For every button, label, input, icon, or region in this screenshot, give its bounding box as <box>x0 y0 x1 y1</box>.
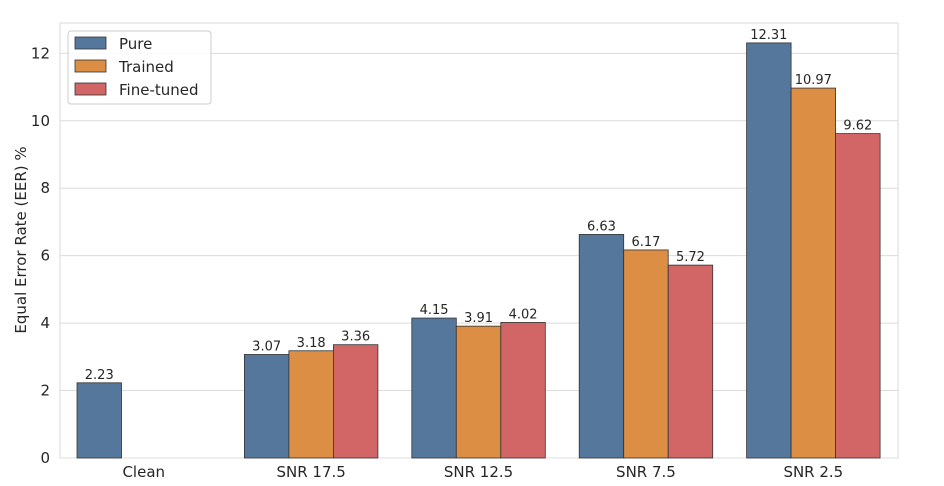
bar-fine-tuned <box>332 344 379 459</box>
data-labels: 2.23 3.07 3.18 3.36 4.15 3.91 4.02 6.63 6.17 5.72… <box>85 28 873 383</box>
legend: Pure Trained Fine-tuned <box>67 30 212 105</box>
x-axis-ticks: Clean SNR 17.5 SNR 12.5 SNR 7.5 SNR 2.5 <box>122 463 843 481</box>
legend-swatch <box>74 82 107 96</box>
bar-trained <box>623 249 669 459</box>
bar-fine-tuned <box>500 322 546 459</box>
bar-pure <box>578 234 625 459</box>
bar-fine-tuned <box>667 264 714 459</box>
data-label: 4.15 <box>420 303 449 318</box>
y-tick-label: 12 <box>31 44 50 62</box>
x-tick-label: SNR 17.5 <box>276 463 345 481</box>
y-axis-label: Equal Error Rate (EER) % <box>12 146 30 333</box>
data-label: 3.18 <box>297 336 326 351</box>
bar-pure <box>243 354 290 459</box>
data-label: 3.36 <box>341 330 370 345</box>
y-tick-label: 8 <box>40 179 50 197</box>
y-tick-label: 6 <box>40 247 50 265</box>
bar-fine-tuned <box>835 133 881 459</box>
data-label: 12.31 <box>750 28 787 43</box>
legend-swatch <box>74 36 107 50</box>
data-label: 6.63 <box>587 219 616 234</box>
y-tick-label: 10 <box>31 112 50 130</box>
y-axis-ticks: 0 2 4 6 8 10 12 <box>31 44 50 467</box>
bars <box>76 42 881 459</box>
y-tick-label: 4 <box>40 314 50 332</box>
data-label: 3.91 <box>464 311 493 326</box>
bar-pure <box>746 42 792 459</box>
legend-entry: Trained <box>118 58 174 76</box>
data-label: 4.02 <box>509 307 538 322</box>
x-tick-label: Clean <box>122 463 165 481</box>
legend-entry: Fine-tuned <box>119 81 199 99</box>
data-label: 10.97 <box>795 73 832 88</box>
data-label: 9.62 <box>843 119 872 134</box>
legend-swatch <box>74 59 107 73</box>
data-label: 2.23 <box>85 368 114 383</box>
data-label: 6.17 <box>631 235 660 250</box>
bar-trained <box>288 350 334 459</box>
bar-trained <box>455 325 502 459</box>
y-tick-label: 2 <box>40 382 50 400</box>
data-label: 3.07 <box>252 339 281 354</box>
bar-pure <box>76 382 122 459</box>
bar-pure <box>411 317 457 459</box>
bar-trained <box>790 87 836 459</box>
x-tick-label: SNR 7.5 <box>616 463 676 481</box>
x-tick-label: SNR 2.5 <box>783 463 843 481</box>
legend-entry: Pure <box>119 35 152 53</box>
data-label: 5.72 <box>676 250 705 265</box>
x-tick-label: SNR 12.5 <box>444 463 513 481</box>
y-tick-label: 0 <box>40 449 50 467</box>
